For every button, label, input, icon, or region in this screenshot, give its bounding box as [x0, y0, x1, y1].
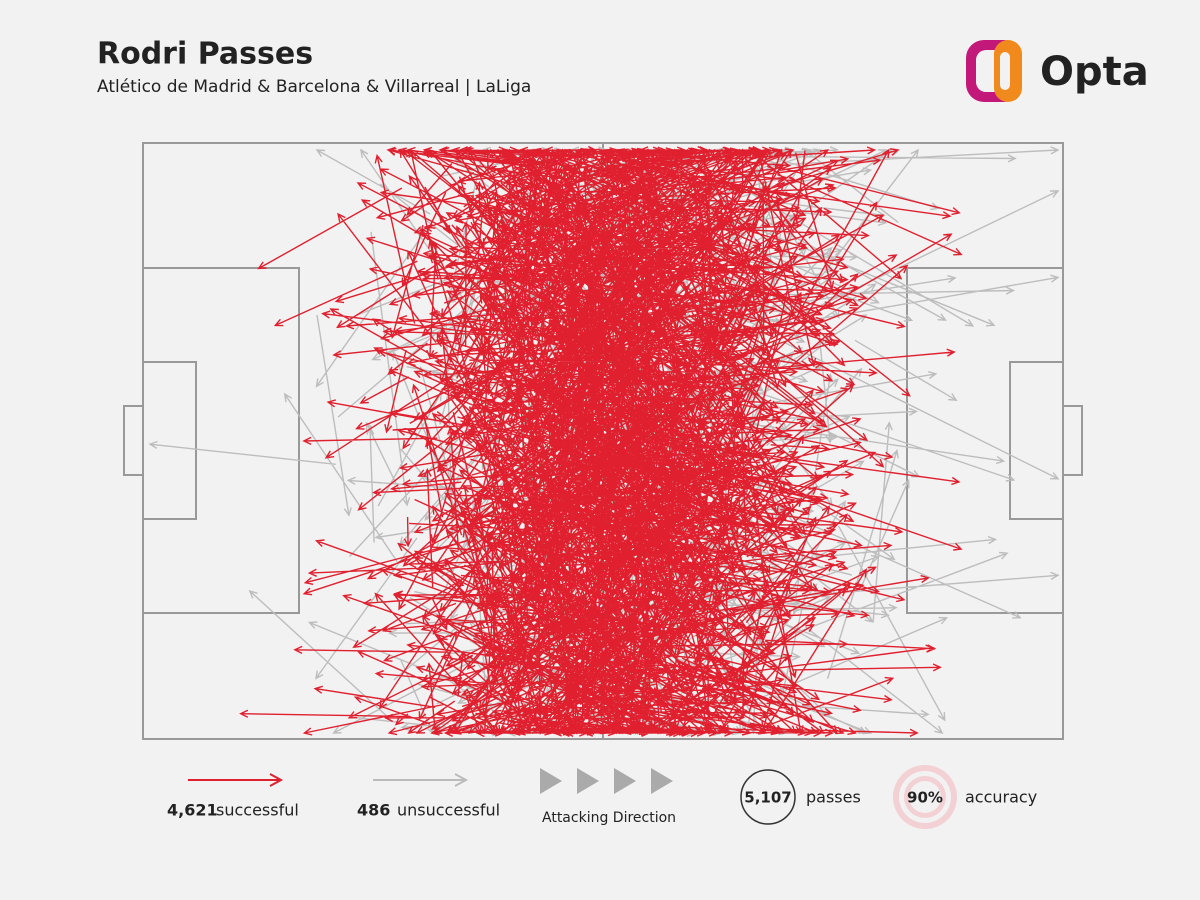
direction-label: Attacking Direction	[542, 810, 676, 826]
unsuccessful-count: 486	[357, 801, 390, 820]
legend: 4,621 successful 486 unsuccessful Attack…	[167, 765, 1037, 829]
unsuccessful-label: unsuccessful	[397, 801, 500, 820]
accuracy-label: accuracy	[965, 788, 1037, 807]
brand: Opta	[1040, 49, 1149, 95]
passes-count: 5,107	[744, 789, 791, 807]
accuracy-count: 90%	[907, 789, 943, 807]
subtitle: Atlético de Madrid & Barcelona & Villarr…	[97, 77, 531, 97]
title: Rodri Passes	[97, 37, 313, 72]
brand-logo: Opta	[966, 40, 1149, 102]
successful-label: successful	[216, 801, 299, 820]
successful-count: 4,621	[167, 801, 218, 820]
successful-arrows	[239, 145, 963, 738]
passes-label: passes	[806, 788, 861, 807]
pass-arrows	[148, 145, 1060, 738]
